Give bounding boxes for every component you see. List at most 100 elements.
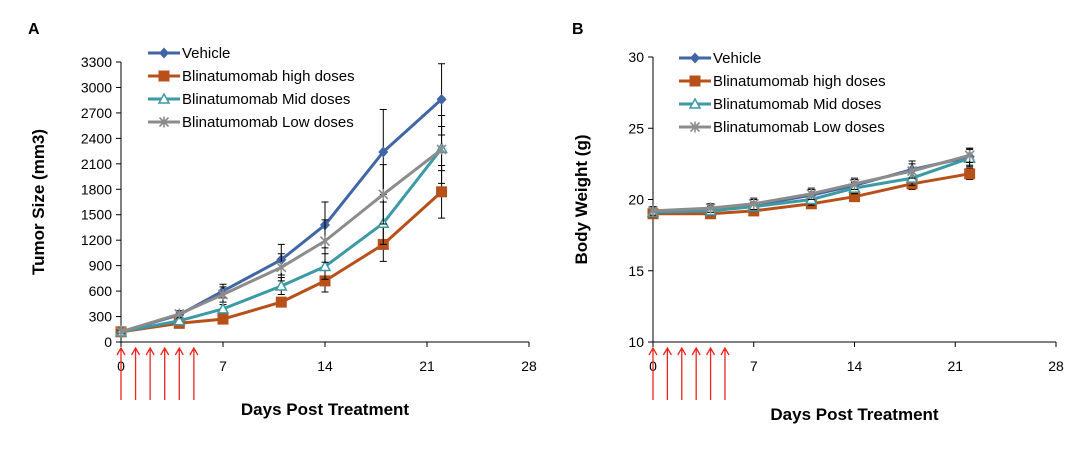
dosing-arrow-icon xyxy=(145,346,155,400)
legend-label: Blinatumomab Mid doses xyxy=(182,91,350,108)
legend-label: Blinatumomab high doses xyxy=(182,68,355,85)
legend-marker xyxy=(158,116,170,128)
data-point xyxy=(705,202,716,214)
dosing-arrow-icon xyxy=(116,346,126,400)
data-point xyxy=(319,275,331,287)
y-tick-label: 3000 xyxy=(81,79,112,95)
data-point xyxy=(174,308,185,320)
data-point xyxy=(647,205,659,217)
dosing-arrow-icon xyxy=(174,346,184,400)
y-tick-label: 1800 xyxy=(81,181,112,197)
data-point xyxy=(319,235,331,247)
data-point xyxy=(216,302,230,314)
y-tick-label: 25 xyxy=(628,120,644,136)
data-point xyxy=(436,186,448,198)
data-point xyxy=(275,296,287,308)
dosing-arrow-icon xyxy=(691,346,701,400)
data-point xyxy=(964,149,975,161)
x-tick-label: 21 xyxy=(419,358,435,374)
legend-item: Blinatumomab high doses xyxy=(679,73,886,90)
legend-marker xyxy=(158,70,170,82)
data-point xyxy=(849,178,860,190)
dosing-arrow-icon xyxy=(131,346,141,400)
legend-item: Blinatumomab Low doses xyxy=(148,114,354,131)
series-low xyxy=(647,147,975,217)
y-tick-label: 2100 xyxy=(81,156,112,172)
dosing-arrow-icon xyxy=(677,346,687,400)
x-tick-label: 7 xyxy=(219,358,227,374)
y-tick-label: 10 xyxy=(628,334,644,350)
legend-item: Vehicle xyxy=(679,50,761,67)
y-tick-label: 15 xyxy=(628,263,644,279)
data-point xyxy=(173,314,186,326)
data-point xyxy=(907,165,918,177)
data-point xyxy=(378,188,389,200)
y-tick-label: 1500 xyxy=(81,207,112,223)
series-low xyxy=(115,114,447,338)
data-point xyxy=(849,191,860,203)
y-tick-label: 0 xyxy=(104,334,112,350)
x-tick-label: 28 xyxy=(1048,358,1064,374)
x-tick-label: 14 xyxy=(847,358,863,374)
y-axis-title: Tumor Size (mm3) xyxy=(29,129,48,275)
data-point xyxy=(748,198,759,210)
x-tick-label: 14 xyxy=(317,358,333,374)
data-point xyxy=(806,188,817,200)
data-point xyxy=(318,259,332,272)
data-point xyxy=(217,313,229,325)
data-point xyxy=(115,326,127,338)
data-point xyxy=(436,93,447,105)
x-tick-label: 7 xyxy=(750,358,758,374)
data-point xyxy=(964,168,976,180)
legend-item: Vehicle xyxy=(148,45,230,62)
y-tick-label: 900 xyxy=(89,258,113,274)
legend: Vehicle Blinatumomab high doses Blinatumom… xyxy=(148,45,355,131)
dosing-arrow-icon xyxy=(706,346,716,400)
legend: Vehicle Blinatumomab high doses Blinatumom… xyxy=(679,50,886,136)
legend-marker xyxy=(159,47,169,59)
data-point xyxy=(217,288,229,300)
legend-item: Blinatumomab high doses xyxy=(148,68,355,85)
x-axis-title: Days Post Treatment xyxy=(241,400,410,419)
x-axis-title: Days Post Treatment xyxy=(770,405,939,424)
legend-label: Blinatumomab high doses xyxy=(713,73,886,90)
data-point xyxy=(276,261,287,273)
legend-marker xyxy=(688,97,702,109)
y-tick-label: 1200 xyxy=(81,232,112,248)
chart-a: A 0 300 600 900 1200 1500 1800 2100 2400 2700 3000 3… xyxy=(28,21,537,419)
legend-item: Blinatumomab Low doses xyxy=(679,119,885,136)
y-tick-label: 20 xyxy=(628,192,644,208)
legend-marker xyxy=(690,52,700,64)
panel-label: B xyxy=(572,21,584,38)
legend-label: Vehicle xyxy=(713,50,761,67)
x-tick-label: 28 xyxy=(521,358,537,374)
legend-marker xyxy=(689,121,701,133)
y-tick-label: 3300 xyxy=(81,54,112,70)
legend-label: Blinatumomab Mid doses xyxy=(713,96,881,113)
y-tick-label: 600 xyxy=(89,283,113,299)
dosing-arrow-icon xyxy=(189,346,199,400)
data-point xyxy=(275,279,288,291)
data-point xyxy=(378,146,389,158)
legend-marker xyxy=(689,75,701,87)
legend-marker xyxy=(157,92,171,104)
legend-label: Blinatumomab Low doses xyxy=(713,119,885,136)
dosing-arrow-icon xyxy=(662,346,672,400)
data-point xyxy=(436,143,447,155)
y-tick-label: 30 xyxy=(628,49,644,65)
dosing-arrow-icon xyxy=(720,346,730,400)
legend-label: Vehicle xyxy=(182,45,230,62)
dosing-arrow-icon xyxy=(160,346,170,400)
legend-label: Blinatumomab Low doses xyxy=(182,114,354,131)
y-tick-label: 2700 xyxy=(81,105,112,121)
y-tick-label: 2400 xyxy=(81,130,112,146)
legend-item: Blinatumomab Mid doses xyxy=(679,96,881,113)
x-tick-label: 21 xyxy=(947,358,963,374)
panel-label: A xyxy=(28,21,40,38)
legend-item: Blinatumomab Mid doses xyxy=(148,91,350,108)
dosing-arrow-icon xyxy=(648,346,658,400)
y-tick-label: 300 xyxy=(89,309,113,325)
y-axis-title: Body Weight (g) xyxy=(572,135,591,265)
